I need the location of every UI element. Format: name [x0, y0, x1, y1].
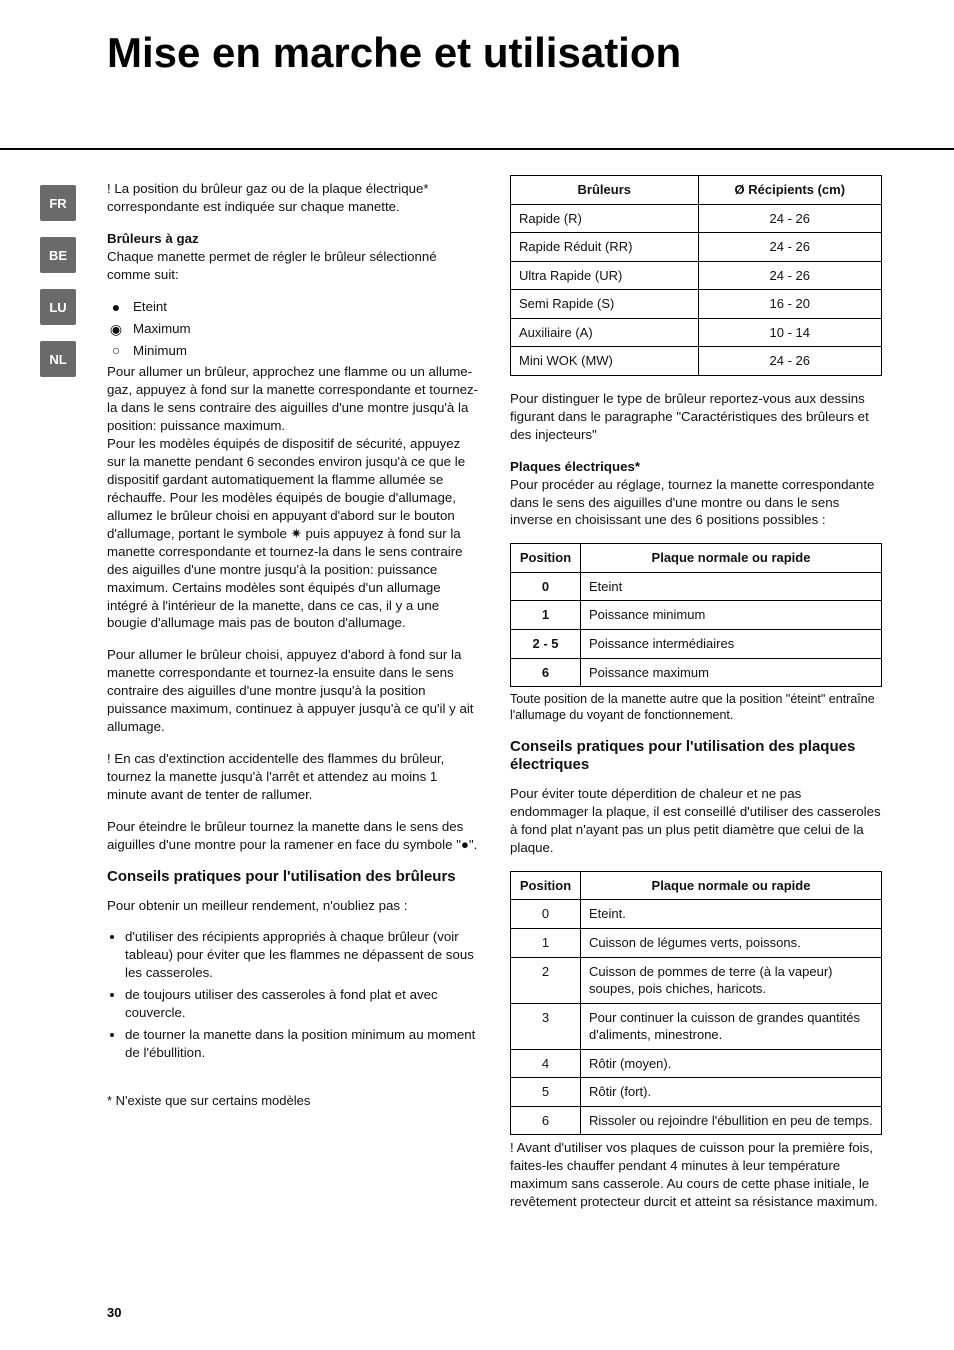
burners-table: Brûleurs Ø Récipients (cm) Rapide (R)24 … — [510, 175, 882, 376]
td: Poissance intermédiaires — [581, 630, 882, 659]
tips-heading: Conseils pratiques pour l'utilisation de… — [107, 868, 479, 887]
page-title: Mise en marche et utilisation — [107, 30, 681, 76]
td: 24 - 26 — [698, 233, 881, 262]
usage-table: Position Plaque normale ou rapide 0Etein… — [510, 871, 882, 1135]
language-tabs: FR BE LU NL — [40, 185, 76, 393]
elec-tips-heading: Conseils pratiques pour l'utilisation de… — [510, 738, 882, 776]
td: 10 - 14 — [698, 318, 881, 347]
td: 1 — [511, 601, 581, 630]
td: Pour continuer la cuisson de grandes qua… — [581, 1003, 882, 1049]
td: Ultra Rapide (UR) — [511, 261, 699, 290]
list-item: d'utiliser des récipients appropriés à c… — [125, 928, 479, 982]
para-a: Pour allumer un brûleur, approchez une f… — [107, 363, 479, 435]
closing-warning: ! Avant d'utiliser vos plaques de cuisso… — [510, 1139, 882, 1211]
th: Position — [511, 871, 581, 900]
tips-list: d'utiliser des récipients appropriés à c… — [107, 928, 479, 1062]
tab-nl: NL — [40, 341, 76, 377]
th: Ø Récipients (cm) — [698, 176, 881, 205]
positions-caption: Toute position de la manette autre que l… — [510, 691, 882, 724]
td: 4 — [511, 1049, 581, 1078]
td: 0 — [511, 572, 581, 601]
list-item: de toujours utiliser des casseroles à fo… — [125, 986, 479, 1022]
th: Plaque normale ou rapide — [581, 871, 882, 900]
para-b: Pour les modèles équipés de dispositif d… — [107, 435, 479, 632]
td: Rôtir (moyen). — [581, 1049, 882, 1078]
td: Poissance minimum — [581, 601, 882, 630]
min-icon: ○ — [107, 341, 125, 360]
setting-label: Eteint — [133, 298, 167, 316]
td: 16 - 20 — [698, 290, 881, 319]
tips-intro: Pour obtenir un meilleur rendement, n'ou… — [107, 897, 479, 915]
td: 6 — [511, 1106, 581, 1135]
page-number: 30 — [107, 1305, 121, 1320]
gas-intro: Chaque manette permet de régler le brûle… — [107, 248, 479, 284]
tab-be: BE — [40, 237, 76, 273]
td: 24 - 26 — [698, 347, 881, 376]
td: 24 - 26 — [698, 261, 881, 290]
gas-heading: Brûleurs à gaz — [107, 230, 479, 248]
elec-tips-intro: Pour éviter toute déperdition de chaleur… — [510, 785, 882, 857]
td: Rissoler ou rejoindre l'ébullition en pe… — [581, 1106, 882, 1135]
td: 1 — [511, 928, 581, 957]
td: Cuisson de légumes verts, poissons. — [581, 928, 882, 957]
max-icon: ◉ — [107, 320, 125, 339]
td: 2 - 5 — [511, 630, 581, 659]
td: Mini WOK (MW) — [511, 347, 699, 376]
td: Rapide Réduit (RR) — [511, 233, 699, 262]
td: 0 — [511, 900, 581, 929]
td: Semi Rapide (S) — [511, 290, 699, 319]
positions-table: Position Plaque normale ou rapide 0Etein… — [510, 543, 882, 687]
td: Eteint. — [581, 900, 882, 929]
td: 6 — [511, 658, 581, 687]
th: Plaque normale ou rapide — [581, 544, 882, 573]
plates-intro: Pour procéder au réglage, tournez la man… — [510, 476, 882, 530]
td: 5 — [511, 1078, 581, 1107]
td: Rapide (R) — [511, 204, 699, 233]
plates-heading: Plaques électriques* — [510, 458, 882, 476]
tab-lu: LU — [40, 289, 76, 325]
intro-warning: ! La position du brûleur gaz ou de la pl… — [107, 180, 479, 216]
td: Rôtir (fort). — [581, 1078, 882, 1107]
setting-label: Maximum — [133, 320, 191, 338]
right-column: Brûleurs Ø Récipients (cm) Rapide (R)24 … — [510, 175, 882, 1211]
td: Poissance maximum — [581, 658, 882, 687]
th: Position — [511, 544, 581, 573]
td: 3 — [511, 1003, 581, 1049]
td: Auxiliaire (A) — [511, 318, 699, 347]
setting-label: Minimum — [133, 342, 187, 360]
setting-row: ● Eteint — [107, 298, 479, 317]
para-c: Pour allumer le brûleur choisi, appuyez … — [107, 646, 479, 736]
footnote: * N'existe que sur certains modèles — [107, 1092, 479, 1110]
td: Cuisson de pommes de terre (à la vapeur)… — [581, 957, 882, 1003]
th: Brûleurs — [511, 176, 699, 205]
burners-note: Pour distinguer le type de brûleur repor… — [510, 390, 882, 444]
setting-row: ◉ Maximum — [107, 320, 479, 339]
left-column: ! La position du brûleur gaz ou de la pl… — [107, 180, 479, 1110]
td: 24 - 26 — [698, 204, 881, 233]
para-e: Pour éteindre le brûleur tournez la mane… — [107, 818, 479, 854]
td: Eteint — [581, 572, 882, 601]
off-icon: ● — [107, 298, 125, 317]
list-item: de tourner la manette dans la position m… — [125, 1026, 479, 1062]
tab-fr: FR — [40, 185, 76, 221]
para-d: ! En cas d'extinction accidentelle des f… — [107, 750, 479, 804]
setting-row: ○ Minimum — [107, 341, 479, 360]
td: 2 — [511, 957, 581, 1003]
separator-line — [0, 148, 954, 150]
